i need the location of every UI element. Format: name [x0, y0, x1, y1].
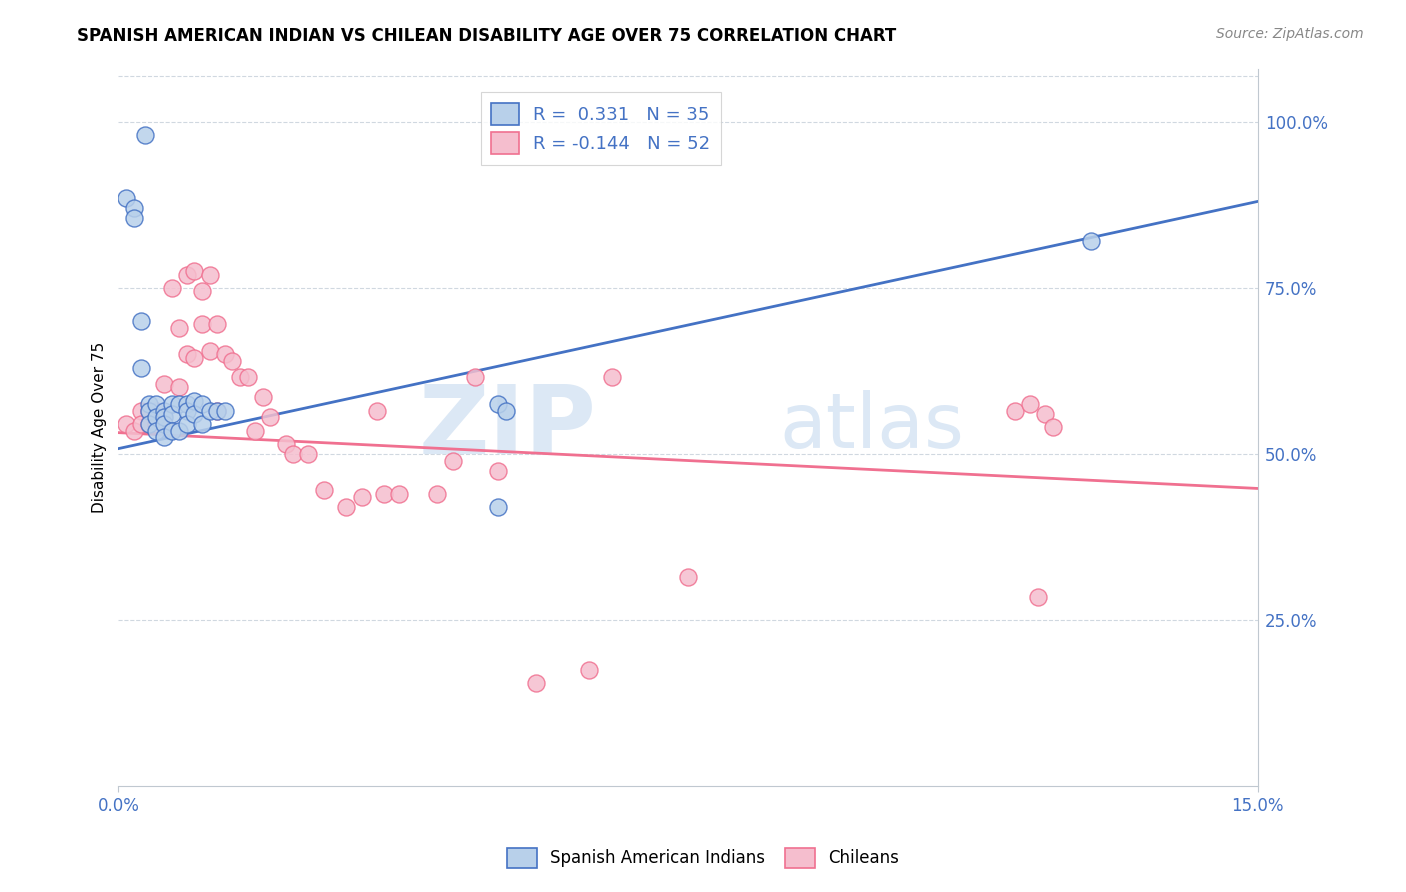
- Point: [145, 403, 167, 417]
- Point: [335, 500, 357, 514]
- Point: [183, 351, 205, 365]
- Legend: Spanish American Indians, Chileans: Spanish American Indians, Chileans: [501, 841, 905, 875]
- Point: [153, 430, 176, 444]
- Point: [1004, 403, 1026, 417]
- Point: [274, 437, 297, 451]
- Point: [145, 424, 167, 438]
- Point: [281, 447, 304, 461]
- Point: [198, 403, 221, 417]
- Point: [252, 391, 274, 405]
- Point: [486, 500, 509, 514]
- Y-axis label: Disability Age Over 75: Disability Age Over 75: [93, 342, 107, 513]
- Point: [388, 487, 411, 501]
- Point: [129, 314, 152, 328]
- Point: [243, 424, 266, 438]
- Point: [129, 417, 152, 431]
- Point: [115, 191, 138, 205]
- Point: [167, 320, 190, 334]
- Point: [145, 397, 167, 411]
- Point: [214, 347, 236, 361]
- Point: [1033, 407, 1056, 421]
- Point: [160, 407, 183, 421]
- Point: [191, 318, 214, 332]
- Point: [205, 318, 228, 332]
- Point: [259, 410, 281, 425]
- Point: [138, 403, 160, 417]
- Point: [138, 403, 160, 417]
- Point: [236, 370, 259, 384]
- Point: [366, 403, 388, 417]
- Point: [191, 284, 214, 298]
- Point: [229, 370, 252, 384]
- Point: [153, 417, 176, 431]
- Point: [600, 370, 623, 384]
- Point: [160, 281, 183, 295]
- Point: [297, 447, 319, 461]
- Point: [183, 407, 205, 421]
- Point: [1042, 420, 1064, 434]
- Text: SPANISH AMERICAN INDIAN VS CHILEAN DISABILITY AGE OVER 75 CORRELATION CHART: SPANISH AMERICAN INDIAN VS CHILEAN DISAB…: [77, 27, 897, 45]
- Point: [122, 201, 145, 215]
- Point: [167, 424, 190, 438]
- Point: [176, 268, 198, 282]
- Point: [1026, 590, 1049, 604]
- Point: [183, 393, 205, 408]
- Point: [153, 377, 176, 392]
- Point: [176, 403, 198, 417]
- Point: [115, 417, 138, 431]
- Point: [191, 417, 214, 431]
- Point: [145, 417, 167, 431]
- Point: [495, 403, 517, 417]
- Point: [373, 487, 395, 501]
- Point: [153, 410, 176, 425]
- Point: [464, 370, 486, 384]
- Point: [214, 403, 236, 417]
- Point: [198, 343, 221, 358]
- Point: [138, 417, 160, 431]
- Point: [205, 403, 228, 417]
- Point: [129, 403, 152, 417]
- Point: [676, 570, 699, 584]
- Point: [153, 417, 176, 431]
- Point: [350, 490, 373, 504]
- Legend: R =  0.331   N = 35, R = -0.144   N = 52: R = 0.331 N = 35, R = -0.144 N = 52: [481, 92, 721, 165]
- Point: [486, 397, 509, 411]
- Point: [122, 211, 145, 225]
- Point: [129, 360, 152, 375]
- Point: [153, 403, 176, 417]
- Point: [426, 487, 449, 501]
- Point: [122, 424, 145, 438]
- Point: [441, 453, 464, 467]
- Point: [183, 264, 205, 278]
- Point: [167, 397, 190, 411]
- Text: atlas: atlas: [779, 391, 965, 465]
- Text: Source: ZipAtlas.com: Source: ZipAtlas.com: [1216, 27, 1364, 41]
- Point: [176, 347, 198, 361]
- Point: [578, 663, 600, 677]
- Point: [167, 380, 190, 394]
- Point: [134, 128, 156, 142]
- Point: [205, 403, 228, 417]
- Point: [312, 483, 335, 498]
- Point: [138, 397, 160, 411]
- Point: [198, 268, 221, 282]
- Point: [160, 397, 183, 411]
- Point: [145, 410, 167, 425]
- Point: [1019, 397, 1042, 411]
- Point: [160, 424, 183, 438]
- Point: [1080, 234, 1102, 248]
- Point: [176, 417, 198, 431]
- Point: [138, 417, 160, 431]
- Point: [176, 397, 198, 411]
- Point: [524, 676, 547, 690]
- Point: [486, 463, 509, 477]
- Text: ZIP: ZIP: [419, 381, 598, 474]
- Point: [221, 354, 243, 368]
- Point: [191, 397, 214, 411]
